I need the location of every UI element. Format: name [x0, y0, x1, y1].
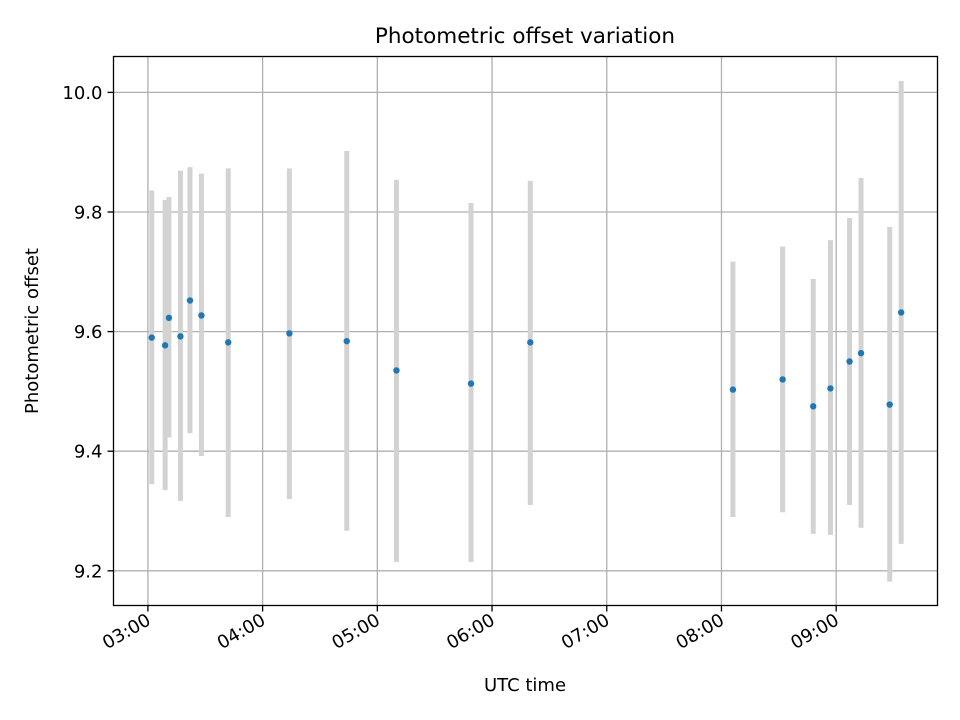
data-point — [177, 333, 184, 340]
data-point — [467, 380, 475, 387]
grid — [113, 56, 938, 606]
data-point — [810, 403, 817, 410]
data-point — [886, 401, 893, 408]
data-point — [225, 339, 232, 346]
data-point — [393, 367, 400, 374]
data-point — [186, 297, 194, 304]
data-point — [897, 309, 905, 316]
data-point — [161, 342, 169, 349]
y-tick-label: 9.8 — [74, 202, 103, 223]
data-points — [148, 297, 905, 410]
data-point — [779, 376, 786, 383]
y-tick-label: 10.0 — [62, 83, 102, 104]
data-point — [165, 314, 173, 322]
data-point — [846, 358, 853, 365]
data-point — [729, 386, 737, 393]
data-point — [198, 312, 205, 319]
y-axis-ticks: 9.2 9.4 9.6 9.8 10.0 — [62, 83, 114, 582]
data-point — [827, 385, 834, 392]
data-point — [857, 349, 865, 357]
x-axis-title: UTC time — [484, 675, 566, 696]
data-point — [286, 330, 293, 337]
y-tick-label: 9.6 — [74, 322, 103, 343]
y-tick-label: 9.2 — [74, 561, 103, 582]
y-axis-title: Photometric offset — [22, 248, 43, 414]
y-tick-label: 9.4 — [74, 442, 103, 463]
data-point — [148, 334, 155, 341]
data-point — [343, 337, 350, 345]
chart-title: Photometric offset variation — [375, 24, 675, 49]
data-point — [527, 339, 534, 346]
